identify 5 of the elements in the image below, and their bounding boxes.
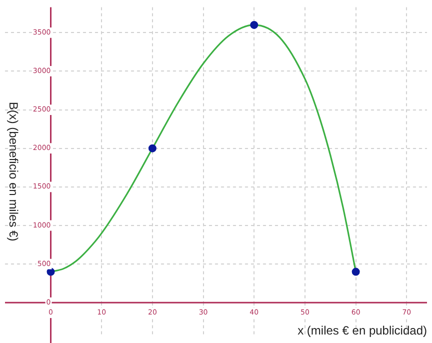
point [148, 144, 156, 152]
point [250, 20, 258, 29]
point [352, 268, 360, 276]
y-axis-title: B(x) (beneficio en miles €) [6, 102, 20, 242]
x-axis-title: x (miles € en publicidad) [298, 324, 427, 338]
